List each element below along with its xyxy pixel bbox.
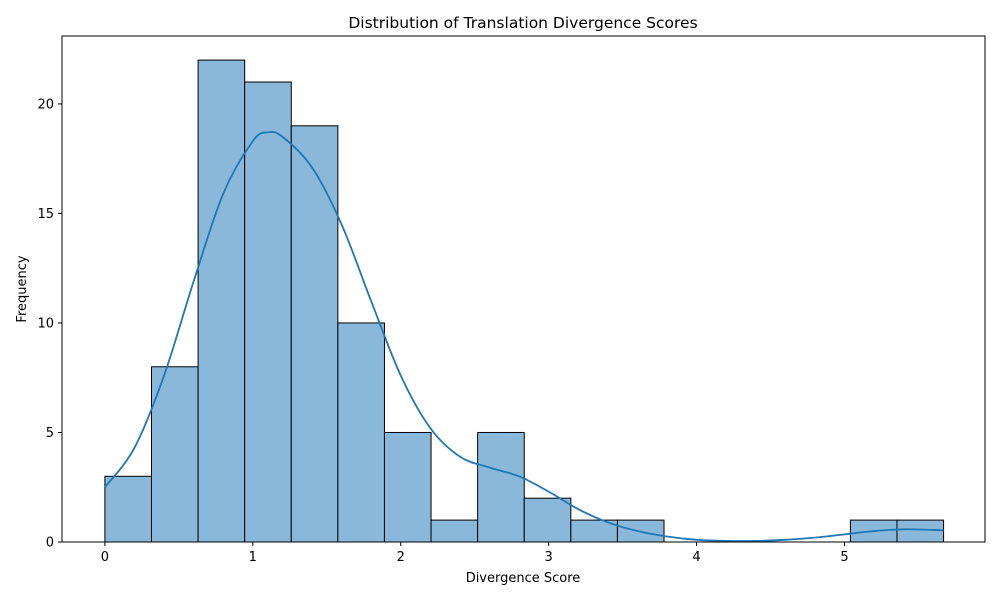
y-axis-ticks: 0 5 10 15 20: [37, 97, 62, 551]
x-axis-label: Divergence Score: [466, 571, 581, 586]
kde-curve: [104, 131, 944, 542]
x-tick-label: 4: [692, 550, 700, 565]
histogram-bar: [477, 431, 525, 543]
histogram-bar: [150, 366, 199, 543]
x-tick-label: 2: [397, 550, 405, 565]
histogram-bar: [337, 322, 385, 543]
histogram-bar: [430, 519, 479, 543]
y-axis-label: Frequency: [15, 255, 30, 322]
histogram-bar: [383, 431, 432, 543]
x-tick-label: 0: [101, 550, 109, 565]
histogram-bar: [896, 519, 945, 543]
x-axis-ticks: 0 1 2 3 4 5: [101, 542, 849, 565]
histogram-bar: [523, 497, 572, 543]
histogram-bar: [244, 81, 292, 543]
y-tick-label: 0: [46, 536, 54, 551]
chart-title: Distribution of Translation Divergence S…: [348, 14, 697, 32]
y-tick-label: 10: [37, 316, 54, 331]
x-tick-label: 3: [545, 550, 553, 565]
histogram-bar: [104, 475, 152, 543]
plot-frame: [61, 35, 986, 543]
histogram-bar: [290, 125, 339, 543]
x-tick-label: 1: [249, 550, 257, 565]
y-tick-label: 15: [37, 207, 54, 222]
x-tick-label: 5: [840, 550, 848, 565]
y-tick-label: 20: [37, 97, 54, 112]
y-tick-label: 5: [46, 426, 54, 441]
histogram-bars: [104, 59, 945, 543]
histogram-bar: [197, 59, 246, 543]
